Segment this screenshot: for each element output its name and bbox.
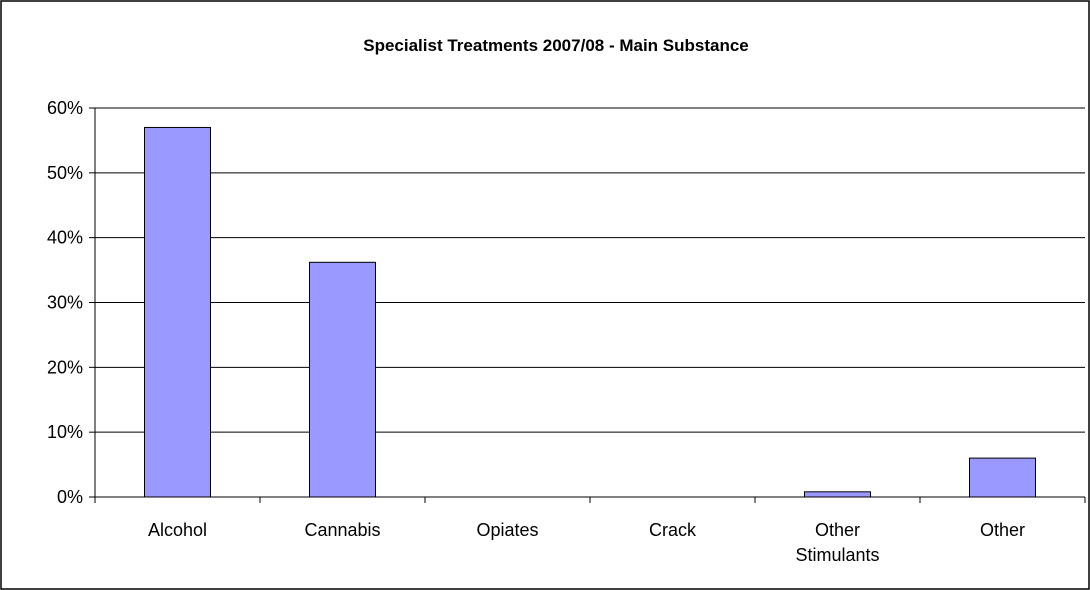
- y-axis-tick-label: 30%: [47, 293, 83, 313]
- gridlines: [95, 107, 1085, 433]
- y-axis-tick-label: 50%: [47, 163, 83, 183]
- category-label-line: Stimulants: [795, 545, 879, 565]
- x-axis-category-label: Cannabis: [304, 520, 380, 540]
- x-axis-category-label: Other Stimulants: [795, 520, 879, 565]
- x-axis-category-labels: Alcohol Cannabis Opiates Crack Other Stimulan…: [148, 520, 1025, 565]
- y-axis-tick-label: 10%: [47, 422, 83, 442]
- category-label-line: Other: [815, 520, 860, 540]
- y-axis-tick-labels: 0% 10% 20% 30% 40% 50% 60%: [47, 98, 83, 507]
- bar: [309, 261, 376, 498]
- x-axis-category-label: Alcohol: [148, 520, 207, 540]
- y-axis-tick-label: 60%: [47, 98, 83, 118]
- y-axis-tick-label: 0%: [57, 487, 83, 507]
- y-axis-tick-label: 40%: [47, 228, 83, 248]
- category-label-line: Cannabis: [304, 520, 380, 540]
- category-label-line: Alcohol: [148, 520, 207, 540]
- x-axis-category-label: Other: [980, 520, 1025, 540]
- chart-title: Specialist Treatments 2007/08 - Main Sub…: [363, 36, 749, 55]
- axes: [89, 107, 1086, 503]
- category-label-line: Other: [980, 520, 1025, 540]
- bar: [144, 126, 211, 498]
- bar: [804, 491, 871, 498]
- x-axis-category-label: Opiates: [476, 520, 538, 540]
- category-label-line: Crack: [649, 520, 697, 540]
- x-axis-category-label: Crack: [649, 520, 697, 540]
- category-label-line: Opiates: [476, 520, 538, 540]
- bar: [969, 457, 1036, 498]
- bars: [144, 126, 1036, 498]
- y-axis-tick-label: 20%: [47, 357, 83, 377]
